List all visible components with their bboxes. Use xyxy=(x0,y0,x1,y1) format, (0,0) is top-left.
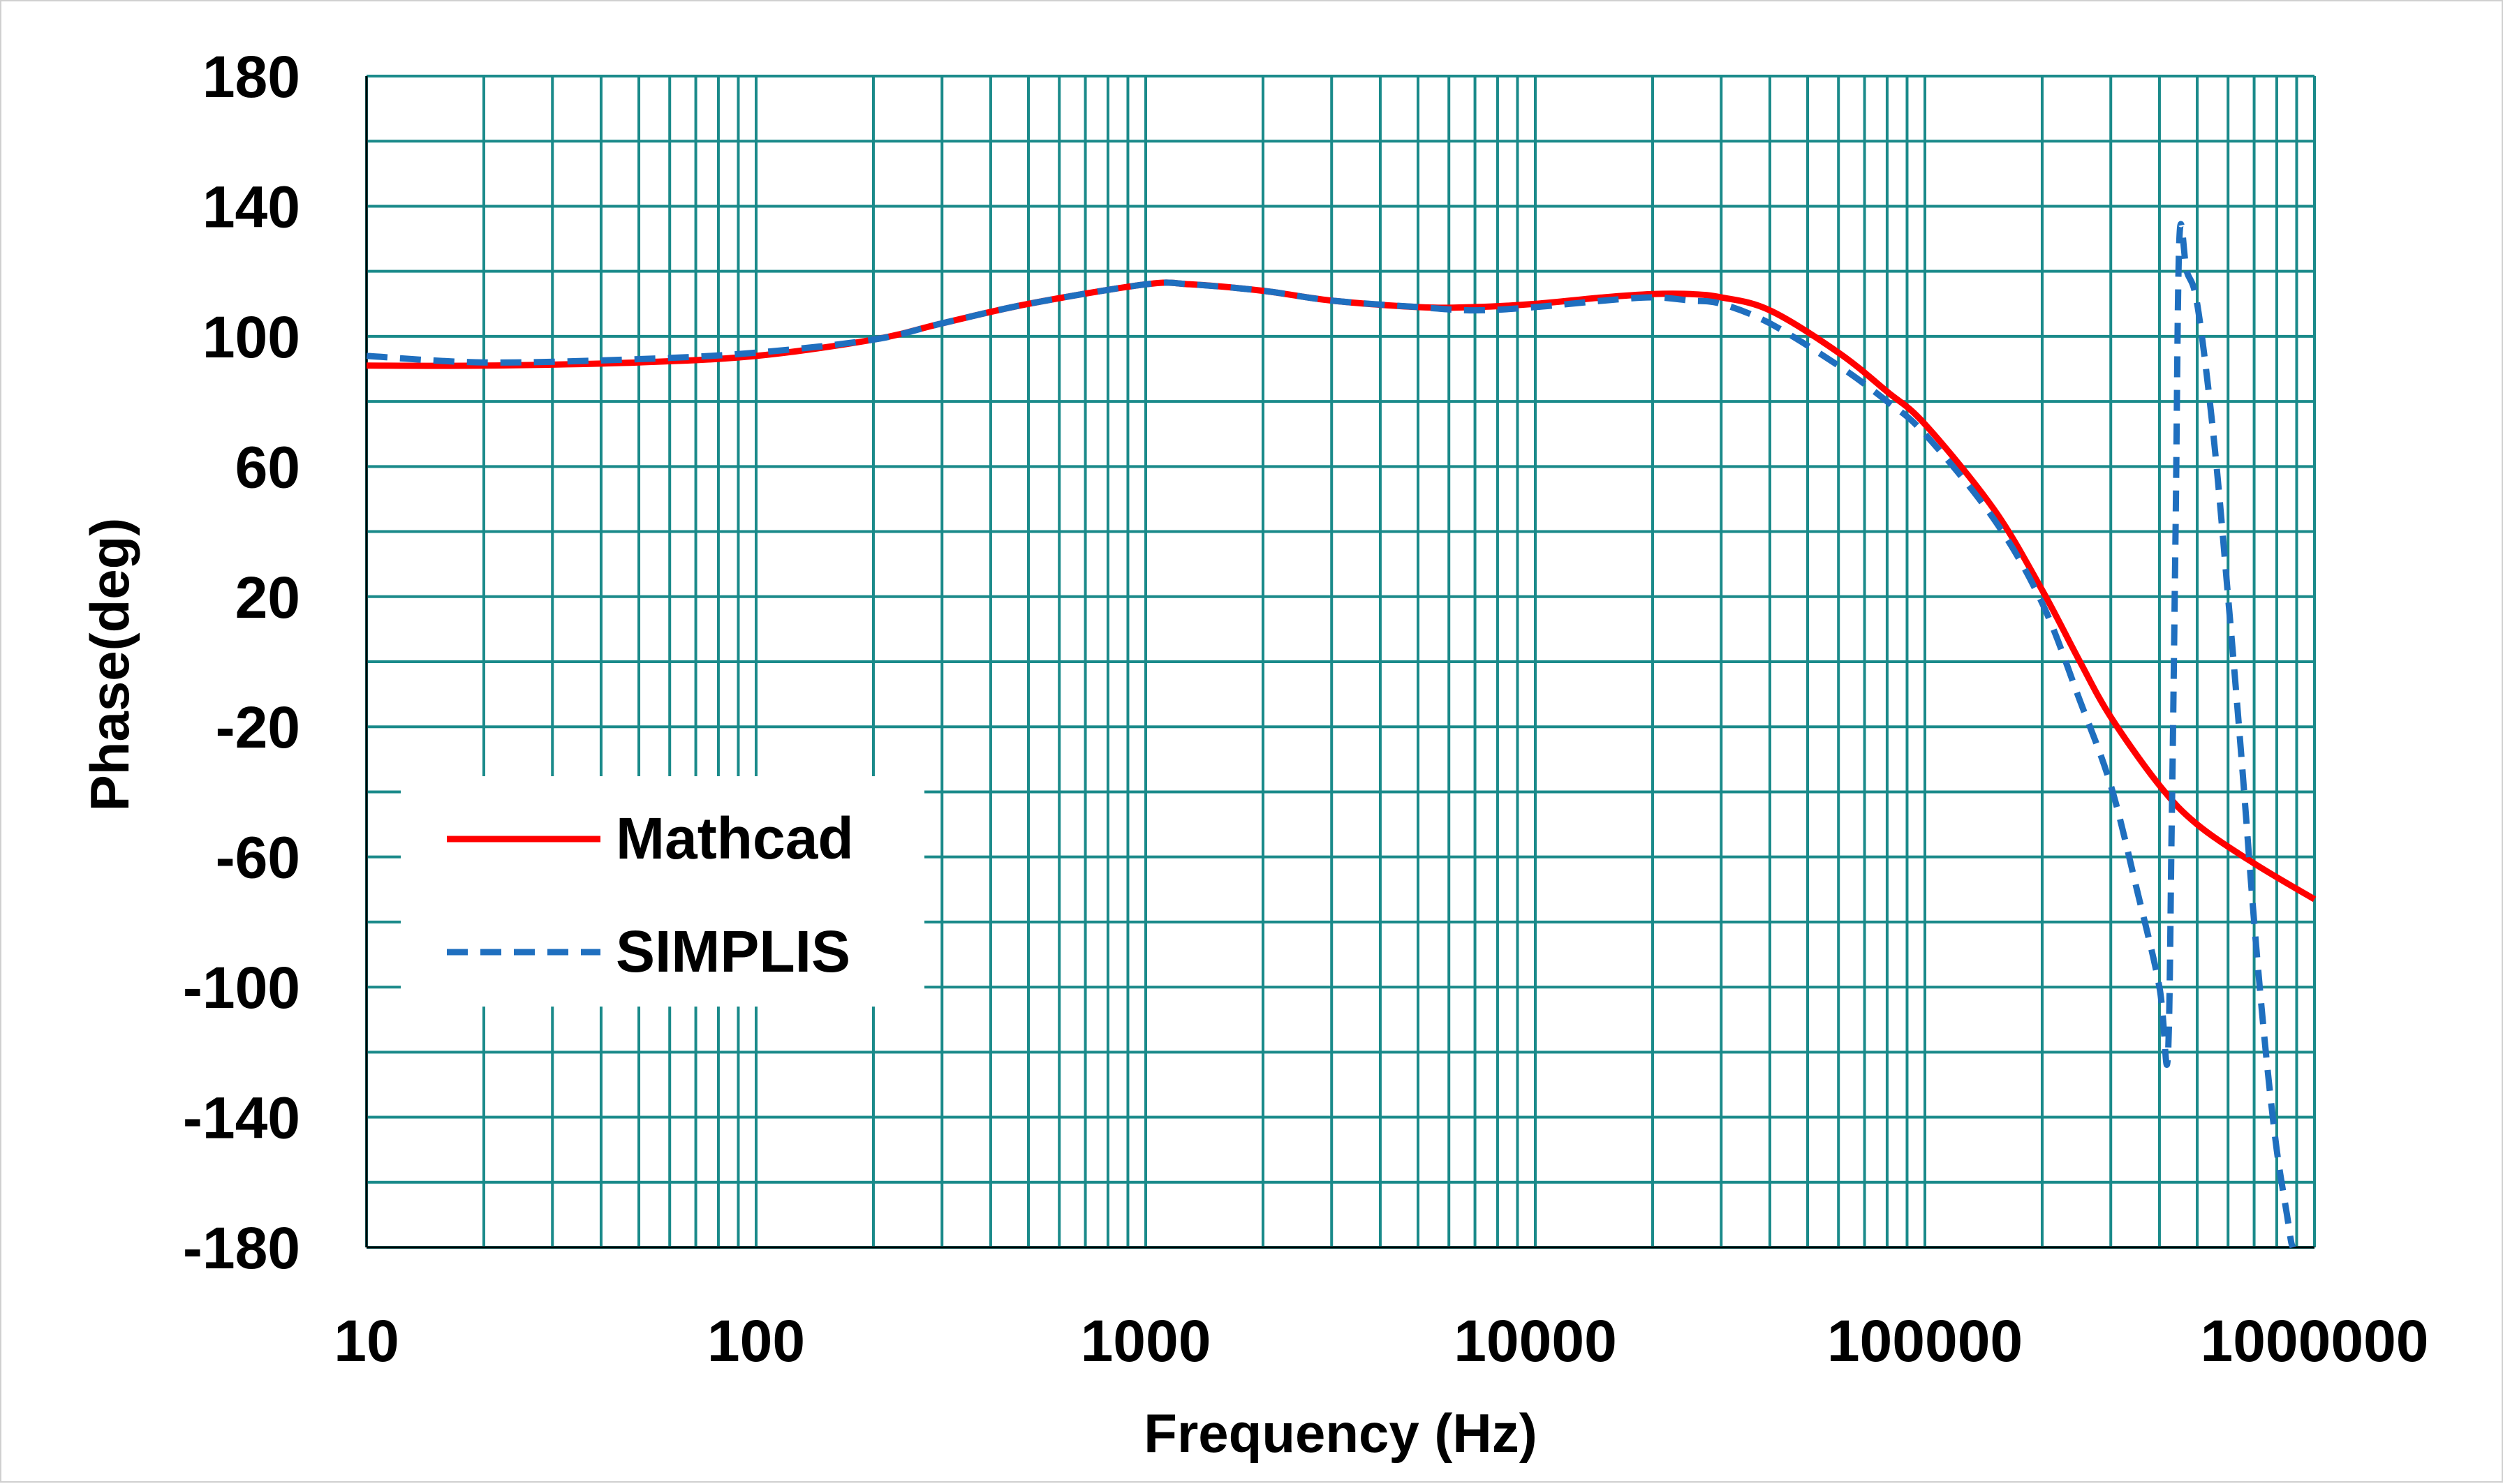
y-tick-label: -20 xyxy=(216,695,300,760)
x-tick-label: 1000 xyxy=(1081,1308,1211,1374)
x-tick-label: 1000000 xyxy=(2200,1308,2428,1374)
legend-label-mathcad: Mathcad xyxy=(616,806,854,871)
y-tick-label: -60 xyxy=(216,825,300,891)
x-tick-label: 100000 xyxy=(1827,1308,2023,1374)
legend-background xyxy=(401,776,924,1007)
y-tick-labels: 180 140 100 60 20 -20 -60 -100 -140 -180 xyxy=(183,44,300,1281)
y-tick-label: 140 xyxy=(202,174,300,239)
x-tick-label: 100 xyxy=(707,1308,805,1374)
y-tick-label: 180 xyxy=(202,44,300,110)
y-tick-label: 100 xyxy=(202,304,300,370)
legend-label-simplis: SIMPLIS xyxy=(616,919,850,984)
y-tick-label: -140 xyxy=(183,1085,300,1151)
legend: Mathcad SIMPLIS xyxy=(401,776,924,1007)
x-tick-label: 10 xyxy=(334,1308,399,1374)
grid xyxy=(365,75,2316,1249)
y-tick-label: -100 xyxy=(183,955,300,1021)
y-tick-label: -180 xyxy=(183,1215,300,1281)
y-tick-label: 20 xyxy=(235,565,300,630)
series xyxy=(366,221,2317,1249)
y-tick-label: 60 xyxy=(235,434,300,500)
x-tick-labels: 10 100 1000 10000 100000 1000000 xyxy=(334,1308,2428,1374)
x-axis-title: Frequency (Hz) xyxy=(1144,1402,1537,1464)
x-tick-label: 10000 xyxy=(1454,1308,1617,1374)
series-line-simplis xyxy=(366,221,2296,1249)
y-axis-title: Phase(deg) xyxy=(79,518,140,811)
